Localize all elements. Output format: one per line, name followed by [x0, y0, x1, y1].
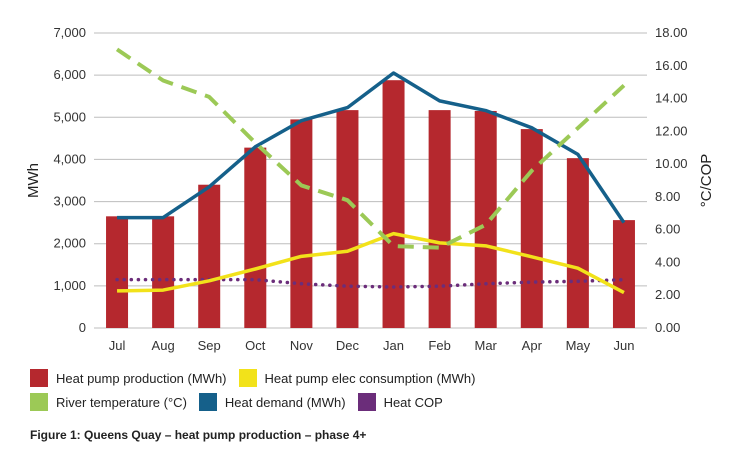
legend-swatch-heat-demand — [198, 393, 217, 411]
line-heat-cop — [115, 277, 626, 289]
legend-swatch-heat-pump-elec-consumption — [238, 369, 257, 387]
legend-swatch-heat-cop — [357, 393, 376, 411]
x-tick-label: Oct — [245, 338, 266, 353]
y2-tick-label: 4.00 — [655, 254, 680, 269]
y2-tick-label: 18.00 — [655, 25, 688, 40]
bar-heat-pump-production — [336, 110, 359, 328]
y2-tick-label: 16.00 — [655, 58, 688, 73]
legend: Heat pump production (MWh) Heat pump ele… — [30, 366, 590, 414]
legend-item-heat-pump-elec-consumption: Heat pump elec consumption (MWh) — [238, 369, 476, 387]
y-tick-label: 4,000 — [53, 151, 86, 166]
legend-item-river-temperature: River temperature (°C) — [30, 393, 187, 411]
legend-item-heat-demand: Heat demand (MWh) — [198, 393, 346, 411]
figure-caption: Figure 1: Queens Quay – heat pump produc… — [30, 428, 367, 442]
y2-tick-label: 6.00 — [655, 222, 680, 237]
x-tick-label: Apr — [522, 338, 543, 353]
y2-tick-label: 14.00 — [655, 91, 688, 106]
y2-tick-label: 10.00 — [655, 156, 688, 171]
x-tick-label: Aug — [152, 338, 175, 353]
y-tick-label: 3,000 — [53, 194, 86, 209]
y-tick-label: 1,000 — [53, 278, 86, 293]
bar-heat-pump-production — [106, 216, 129, 328]
y-tick-label: 5,000 — [53, 109, 86, 124]
legend-item-heat-pump-production: Heat pump production (MWh) — [30, 369, 227, 387]
legend-item-heat-cop: Heat COP — [357, 393, 443, 411]
bar-heat-pump-production — [520, 129, 543, 328]
bar-heat-pump-production — [474, 110, 497, 328]
x-tick-label: Jun — [613, 338, 634, 353]
y2-tick-label: 0.00 — [655, 320, 680, 335]
x-tick-label: Nov — [290, 338, 314, 353]
x-tick-label: Mar — [475, 338, 498, 353]
line-heat-pump-elec-consumption — [117, 231, 625, 295]
chart: 0 1,000 2,000 3,000 4,000 5,000 6,000 7,000 0.00… — [25, 25, 715, 353]
y-axis-title: MWh — [25, 163, 42, 198]
x-tick-label: Jul — [109, 338, 126, 353]
y-tick-label: 7,000 — [53, 25, 86, 40]
legend-label-heat-pump-production: Heat pump production (MWh) — [56, 370, 227, 386]
x-tick-label: Sep — [198, 338, 221, 353]
x-tick-label: Dec — [336, 338, 360, 353]
bar-heat-pump-production — [566, 158, 589, 328]
x-tick-label: Jan — [383, 338, 404, 353]
y2-tick-label: 12.00 — [655, 123, 688, 138]
legend-swatch-river-temperature — [30, 393, 48, 411]
legend-label-heat-cop: Heat COP — [383, 394, 443, 410]
legend-row-2: River temperature (°C) Heat demand (MWh)… — [30, 390, 590, 414]
bar-heat-pump-production — [152, 216, 175, 328]
legend-label-heat-demand: Heat demand (MWh) — [224, 394, 346, 410]
bar-heat-pump-production — [612, 220, 635, 328]
bar-heat-pump-production — [428, 110, 451, 328]
legend-row-1: Heat pump production (MWh) Heat pump ele… — [30, 366, 590, 390]
bar-heat-pump-production — [290, 119, 313, 329]
legend-swatch-heat-pump-production — [30, 369, 48, 387]
y-tick-label: 0 — [79, 320, 86, 335]
y2-axis-title: °C/COP — [698, 154, 715, 208]
y-tick-label: 6,000 — [53, 67, 86, 82]
bar-heat-pump-production — [244, 147, 267, 328]
y2-tick-label: 8.00 — [655, 189, 680, 204]
y2-tick-label: 2.00 — [655, 287, 680, 302]
bar-heat-pump-production — [382, 80, 405, 328]
x-tick-label: Feb — [428, 338, 450, 353]
legend-label-heat-pump-elec-consumption: Heat pump elec consumption (MWh) — [264, 370, 476, 386]
bar-heat-pump-production — [198, 184, 221, 328]
y-tick-label: 2,000 — [53, 236, 86, 251]
line-river-temperature — [115, 47, 626, 250]
line-heat-demand — [117, 71, 626, 224]
legend-label-river-temperature: River temperature (°C) — [56, 394, 187, 410]
x-tick-label: May — [566, 338, 591, 353]
